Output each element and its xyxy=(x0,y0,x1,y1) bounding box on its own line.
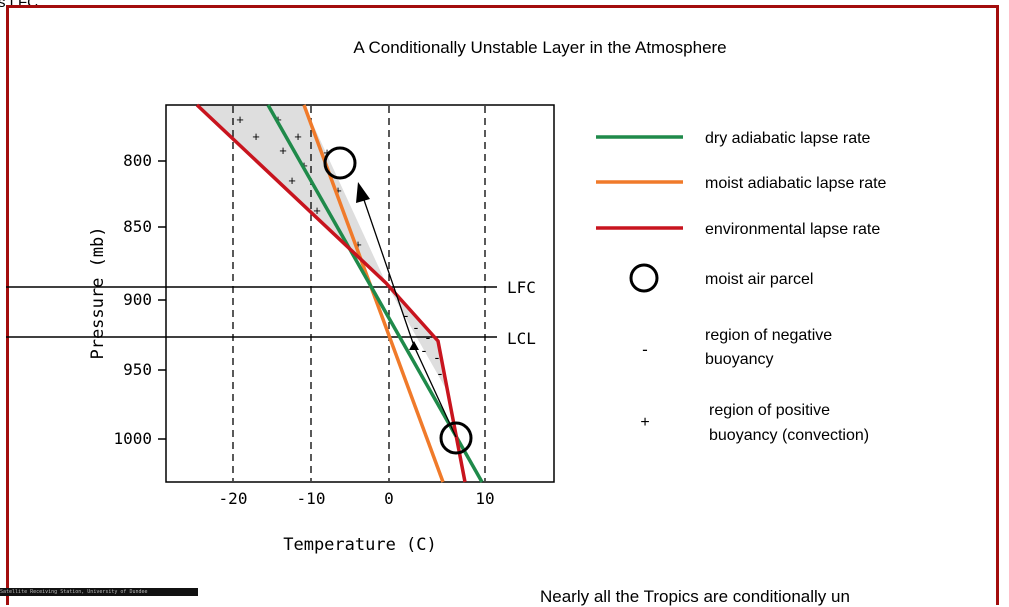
negative-markers: - - - - - - xyxy=(404,307,443,381)
y-tick-label: 900 xyxy=(123,290,152,309)
minus-marker: - xyxy=(438,365,443,381)
legend-parcel-label: moist air parcel xyxy=(705,271,813,288)
minus-marker: - xyxy=(422,342,427,358)
diagram-frame xyxy=(6,5,999,605)
legend-moist-label: moist adiabatic lapse rate xyxy=(705,175,887,192)
y-ticks xyxy=(158,160,166,440)
minus-marker: - xyxy=(435,349,440,365)
plus-marker: + xyxy=(279,143,287,158)
minus-marker: - xyxy=(414,319,419,335)
legend-positive-label-line2: buoyancy (convection) xyxy=(709,427,869,444)
plus-marker: + xyxy=(288,173,296,188)
x-axis-label: Temperature (C) xyxy=(283,535,437,555)
source-watermark: Satellite Receiving Station, University … xyxy=(0,588,198,596)
plus-marker: + xyxy=(294,129,302,144)
y-tick-labels: 800 850 900 950 1000 xyxy=(113,151,152,448)
path-arrow-marker xyxy=(409,341,419,350)
minus-marker: - xyxy=(404,307,409,323)
plus-marker: + xyxy=(323,145,331,160)
diagram-title: A Conditionally Unstable Layer in the At… xyxy=(353,38,726,57)
parcel-path-upper xyxy=(362,196,415,347)
legend: dry adiabatic lapse rate moist adiabatic… xyxy=(596,130,887,444)
plot-area xyxy=(165,104,555,483)
footer-text-snippet: Nearly all the Tropics are conditionally… xyxy=(540,587,850,606)
environmental-lapse-line xyxy=(195,103,467,483)
air-parcel-circle-lower xyxy=(439,421,473,455)
dry-adiabat-line xyxy=(266,104,484,483)
x-tick-label: 10 xyxy=(475,489,494,508)
legend-negative-label-line2: buoyancy xyxy=(705,351,774,368)
plus-marker: + xyxy=(313,203,321,218)
plus-marker: + xyxy=(236,112,244,127)
plus-marker: + xyxy=(252,129,260,144)
plus-marker: + xyxy=(334,183,342,198)
y-axis-label: Pressure (mb) xyxy=(88,226,108,359)
lcl-label: LCL xyxy=(507,329,536,348)
air-parcel-circle-upper xyxy=(323,146,357,180)
legend-positive-label-line1: region of positive xyxy=(709,402,830,419)
x-tick-label: 0 xyxy=(384,489,394,508)
isotherm-gridlines xyxy=(232,106,486,481)
upward-arrow-head xyxy=(356,182,370,203)
x-tick-label: -10 xyxy=(297,489,326,508)
minus-marker: - xyxy=(426,329,431,345)
lfc-label: LFC xyxy=(507,278,536,297)
y-tick-label: 1000 xyxy=(113,429,152,448)
x-tick-labels: -20 -10 0 10 xyxy=(219,489,495,508)
plus-marker: + xyxy=(354,237,362,252)
legend-parcel-icon xyxy=(629,263,659,293)
y-tick-label: 950 xyxy=(123,360,152,379)
x-tick-label: -20 xyxy=(219,489,248,508)
parcel-path-lower xyxy=(413,345,457,438)
legend-negative-symbol: - xyxy=(642,340,648,359)
legend-negative-label-line1: region of negative xyxy=(705,327,832,344)
y-tick-label: 800 xyxy=(123,151,152,170)
y-tick-label: 850 xyxy=(123,217,152,236)
legend-dry-label: dry adiabatic lapse rate xyxy=(705,130,871,147)
legend-environment-label: environmental lapse rate xyxy=(705,221,880,238)
legend-positive-symbol: + xyxy=(640,414,649,431)
